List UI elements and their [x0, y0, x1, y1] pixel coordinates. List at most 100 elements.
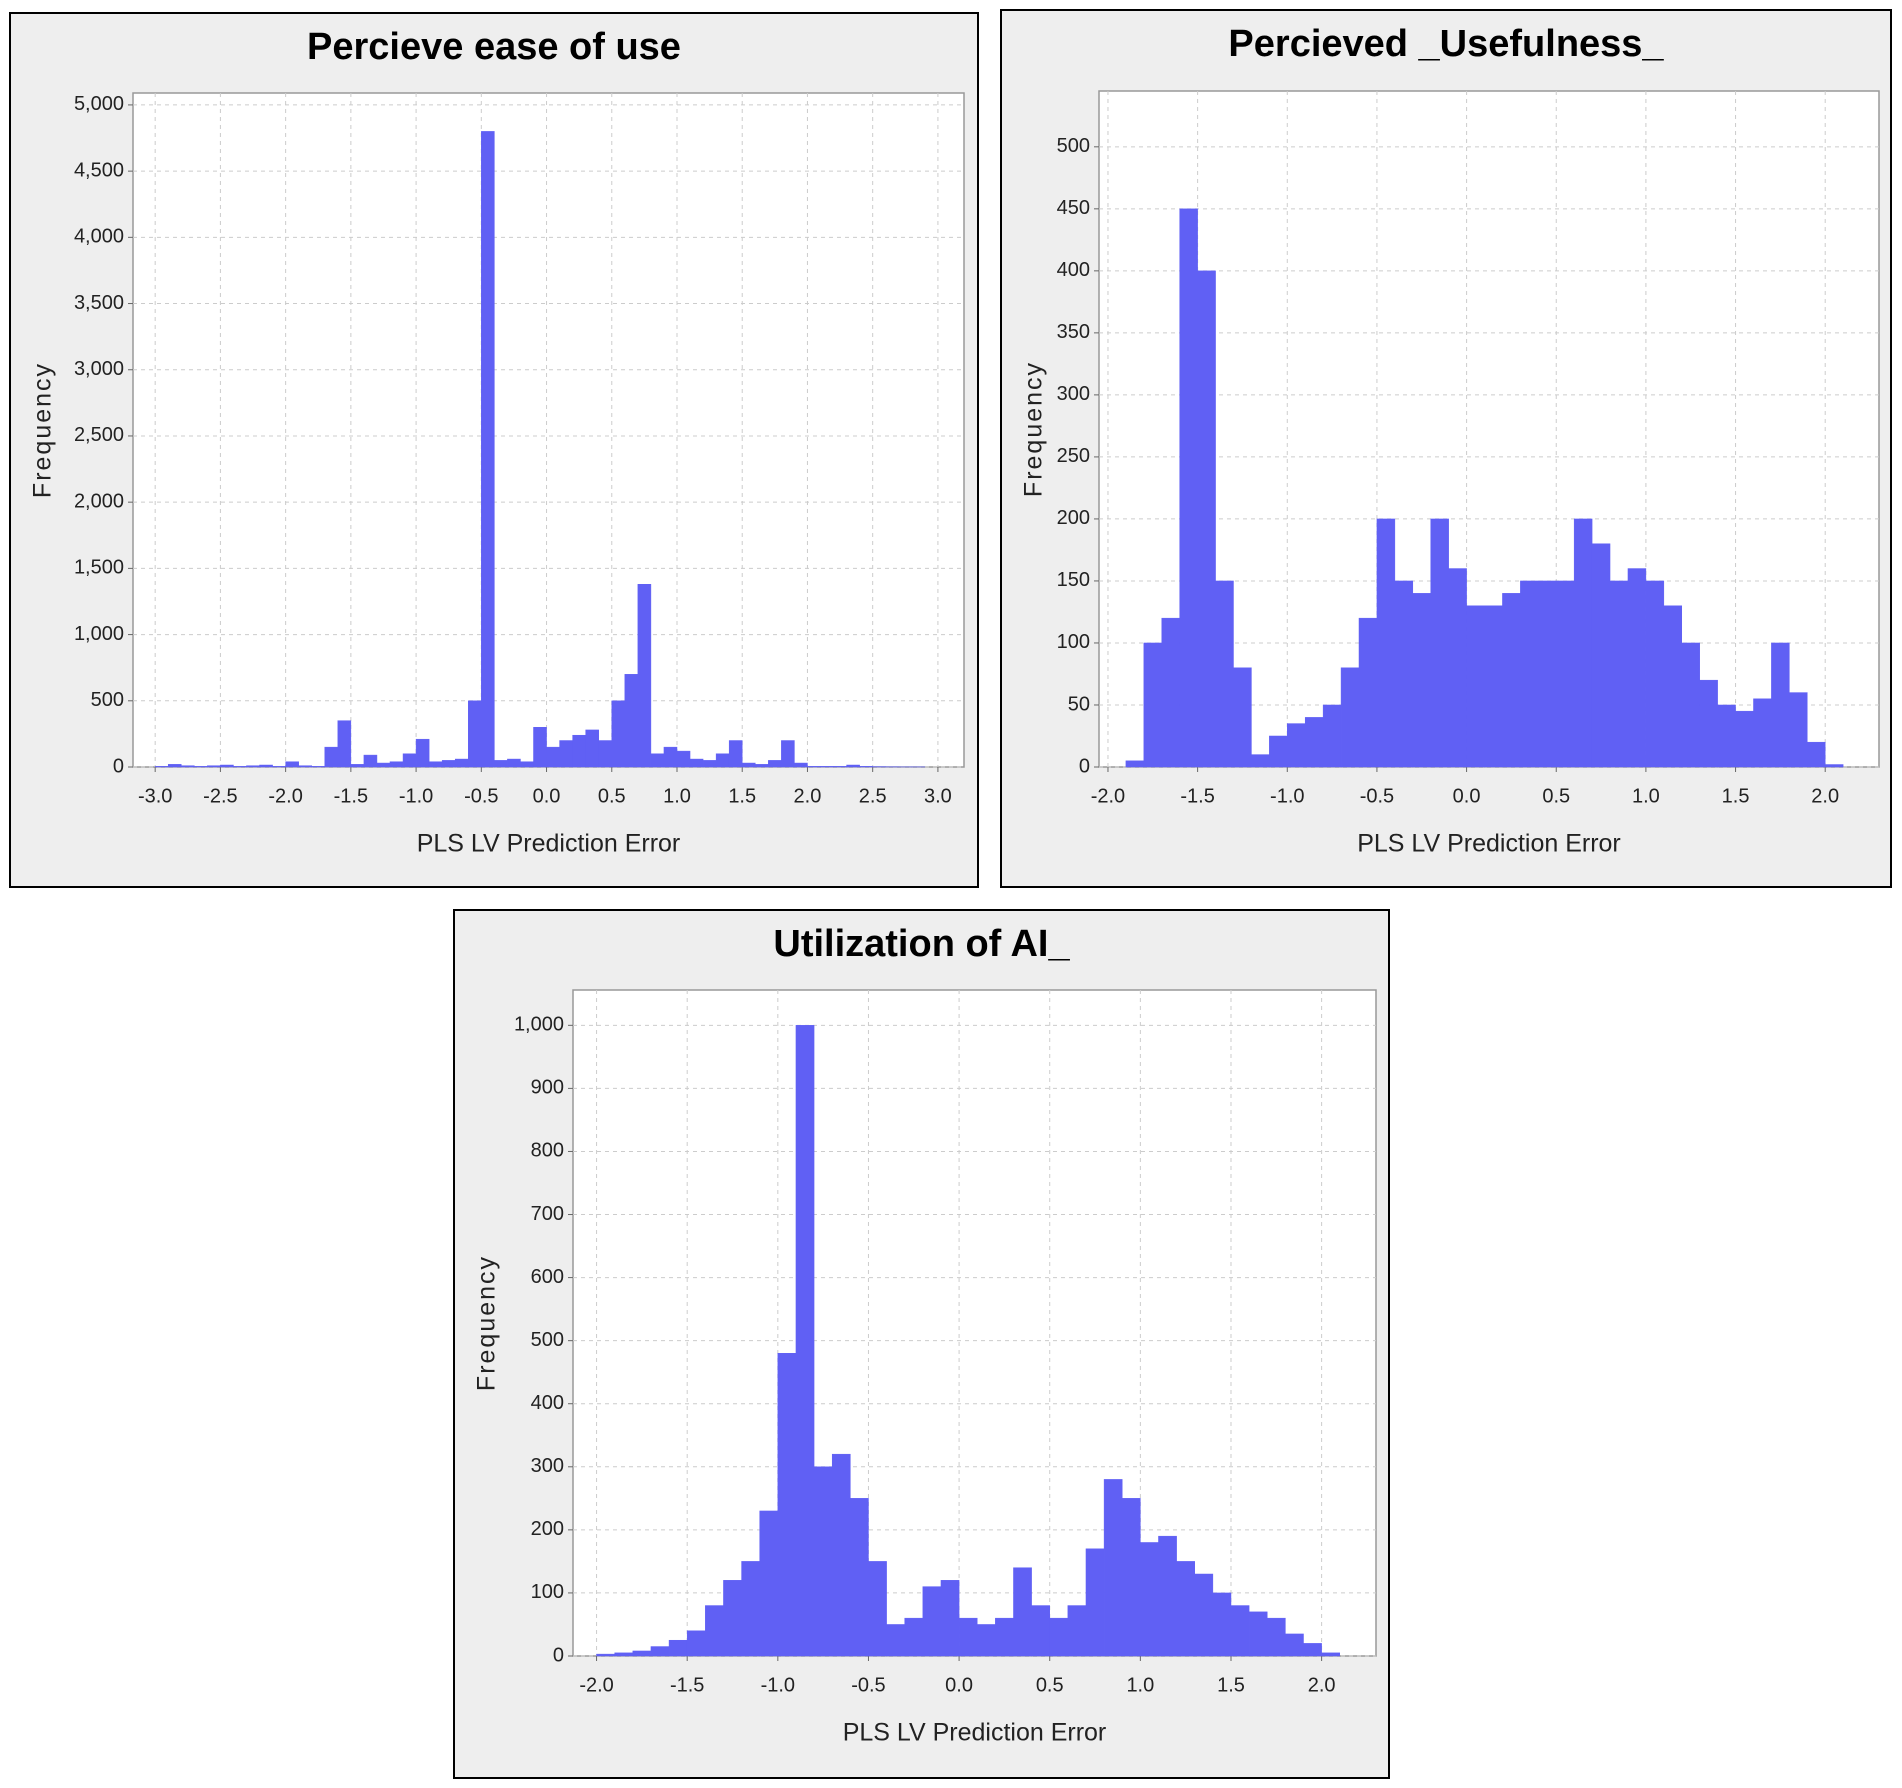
bar — [1212, 1592, 1232, 1657]
x-tick-label: -2.0 — [1091, 785, 1125, 807]
bar — [428, 761, 443, 768]
bar — [1161, 617, 1180, 768]
bar — [1013, 1567, 1032, 1657]
bar — [777, 1353, 797, 1657]
bar — [1573, 518, 1593, 768]
x-tick-label: 1.5 — [1217, 1674, 1245, 1696]
bar — [1304, 717, 1324, 768]
bar — [768, 760, 782, 768]
bar — [1230, 1605, 1250, 1657]
x-tick-label: -2.0 — [268, 785, 302, 807]
bar — [481, 131, 495, 768]
x-tick-label: -0.5 — [1360, 785, 1394, 807]
bar — [1699, 679, 1718, 768]
y-tick-label: 50 — [1068, 693, 1090, 715]
y-tick-label: 0 — [113, 755, 124, 777]
bar — [1663, 605, 1683, 768]
bar — [795, 1025, 815, 1657]
bar — [1591, 543, 1611, 768]
x-tick-label: 1.0 — [1632, 785, 1660, 807]
chart-title: Utilization of AI_ — [773, 923, 1070, 965]
bar — [759, 1510, 779, 1657]
y-tick-label: 3,000 — [74, 358, 124, 380]
x-tick-label: -1.5 — [1180, 785, 1214, 807]
y-axis-label: Frequency — [473, 1255, 501, 1391]
bar — [668, 1639, 688, 1657]
y-tick-label: 1,500 — [74, 557, 124, 579]
y-tick-label: 500 — [1057, 135, 1090, 157]
bar — [1412, 593, 1431, 768]
bar — [886, 1624, 905, 1657]
y-axis-label: Frequency — [29, 362, 57, 498]
bar — [520, 761, 534, 768]
y-tick-label: 2,000 — [74, 490, 124, 512]
bar — [1555, 580, 1575, 768]
bar — [1067, 1605, 1087, 1657]
bar — [705, 1605, 724, 1657]
bar — [1466, 605, 1485, 768]
bar — [1287, 723, 1306, 768]
bar — [585, 729, 599, 768]
bar — [781, 740, 795, 768]
bar — [1233, 667, 1252, 768]
bar — [663, 746, 678, 768]
y-tick-label: 600 — [531, 1266, 564, 1288]
x-tick-label: 3.0 — [924, 785, 952, 807]
x-tick-label: -1.0 — [1270, 785, 1304, 807]
bar — [598, 740, 613, 768]
bar — [246, 765, 260, 768]
y-tick-label: 500 — [91, 689, 124, 711]
y-tick-label: 900 — [531, 1077, 564, 1099]
bar — [1448, 568, 1467, 768]
x-tick-label: 0.0 — [1453, 785, 1481, 807]
bar — [859, 766, 873, 768]
x-axis-label: PLS LV Prediction Error — [843, 1719, 1107, 1747]
x-tick-label: -0.5 — [851, 1674, 885, 1696]
y-tick-label: 1,000 — [514, 1014, 564, 1036]
y-tick-label: 500 — [531, 1329, 564, 1351]
y-tick-label: 4,000 — [74, 226, 124, 248]
bar — [820, 766, 834, 768]
bar — [1358, 617, 1378, 768]
bar — [376, 762, 391, 768]
bar — [1484, 605, 1503, 768]
bar — [1376, 518, 1396, 768]
bar — [1430, 518, 1449, 768]
bar — [415, 738, 430, 768]
x-tick-label: 2.5 — [859, 785, 887, 807]
bar — [741, 1561, 760, 1657]
y-tick-label: 300 — [531, 1455, 564, 1477]
bar — [632, 1650, 652, 1657]
bar — [715, 753, 730, 768]
y-tick-label: 100 — [531, 1581, 564, 1603]
bar — [181, 765, 195, 768]
bar — [363, 754, 378, 768]
bar — [259, 764, 273, 768]
bar — [441, 760, 456, 768]
bar — [1502, 593, 1521, 768]
bar — [454, 758, 469, 768]
bar — [1251, 754, 1270, 768]
bar — [1645, 580, 1665, 768]
bar — [650, 753, 665, 768]
bar — [194, 766, 208, 768]
chart-title: Percieved _Usefulness_ — [1228, 23, 1664, 65]
x-tick-label: 0.5 — [598, 785, 626, 807]
bar — [1681, 642, 1700, 768]
plot-area — [572, 989, 1377, 1657]
bar — [1789, 692, 1808, 768]
y-tick-label: 1,000 — [74, 623, 124, 645]
bar — [976, 1624, 996, 1657]
y-tick-label: 300 — [1057, 383, 1090, 405]
x-tick-label: 2.0 — [794, 785, 822, 807]
bar — [1125, 760, 1145, 768]
bar — [650, 1646, 670, 1657]
x-tick-label: -0.5 — [464, 785, 498, 807]
bar — [1248, 1611, 1268, 1657]
bar — [1176, 1561, 1195, 1657]
x-tick-label: 2.0 — [1308, 1674, 1336, 1696]
bar — [1269, 735, 1288, 768]
x-tick-label: -1.5 — [334, 785, 368, 807]
bar — [689, 758, 704, 768]
